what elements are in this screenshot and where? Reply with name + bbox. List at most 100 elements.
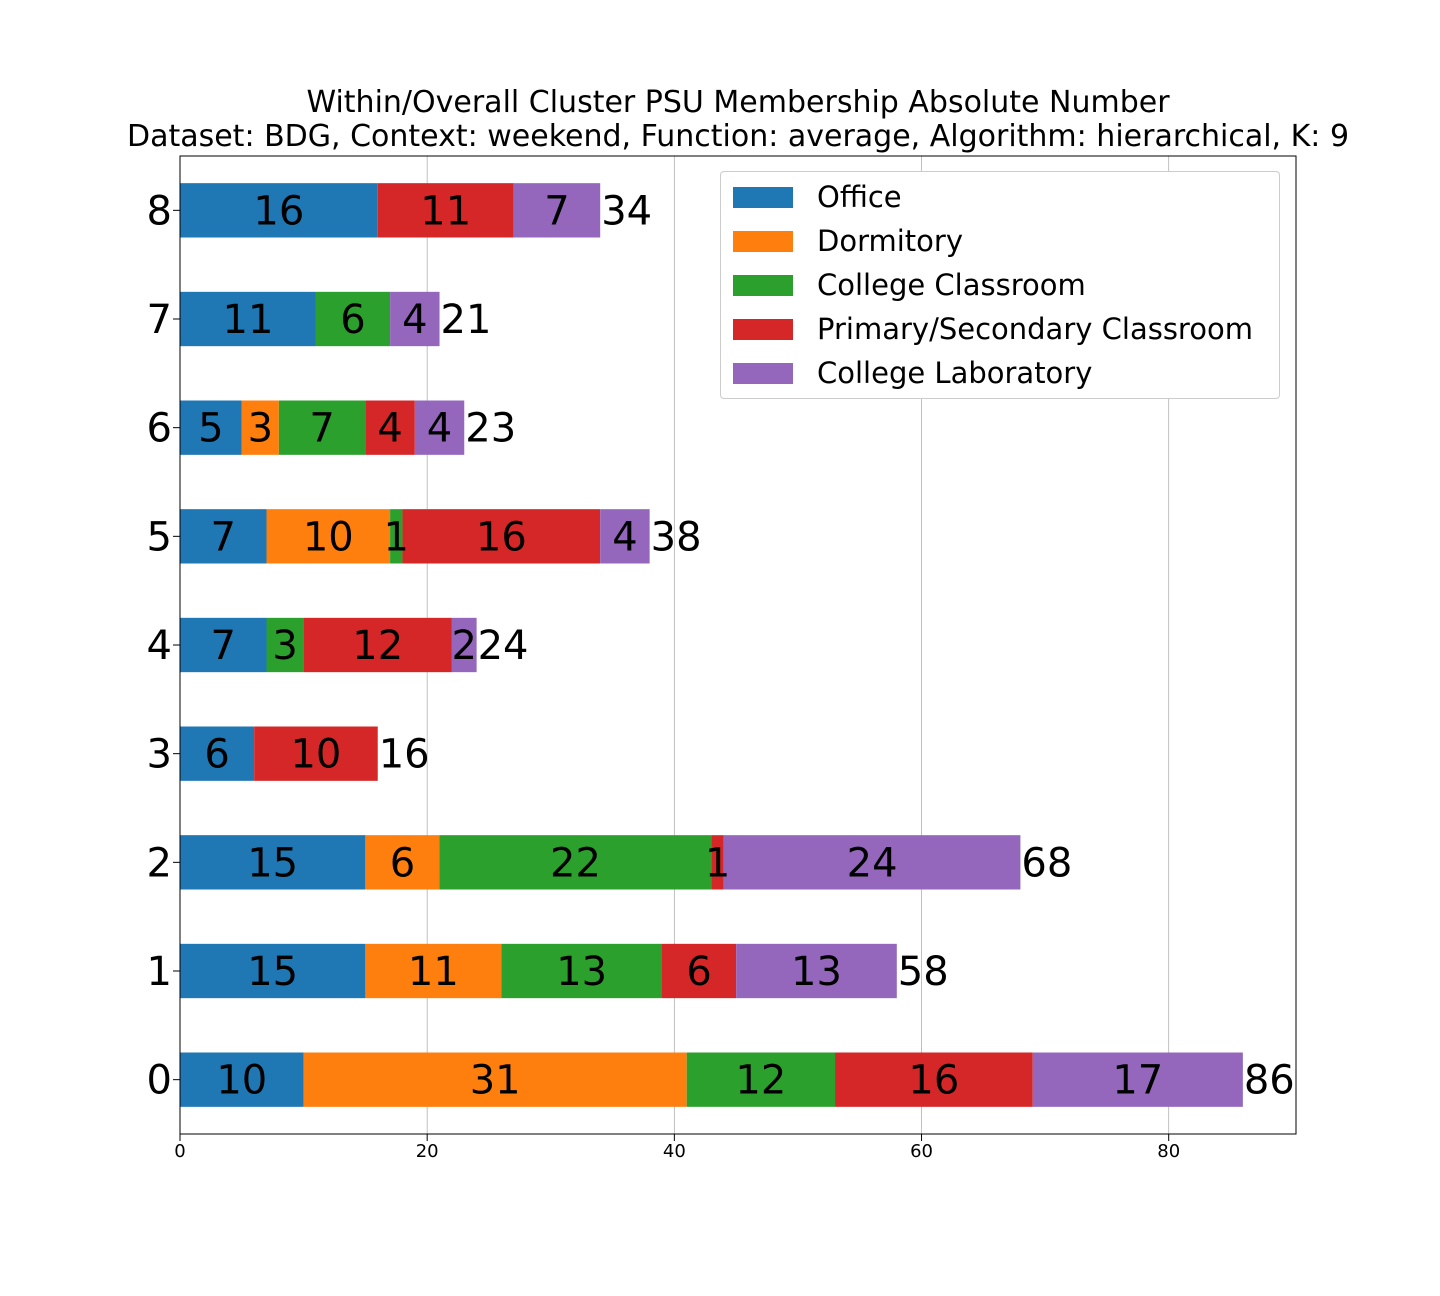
bar-segment xyxy=(723,835,1021,890)
segment-label: 15 xyxy=(247,949,298,995)
segment-label: 22 xyxy=(550,840,601,886)
bar-segment xyxy=(661,943,737,999)
x-axis-ticks: 0 20 40 60 80 xyxy=(174,1134,1180,1162)
segment-label: 3 xyxy=(272,623,297,669)
segment-label: 13 xyxy=(791,949,842,995)
x-tick-label: 80 xyxy=(1157,1141,1180,1162)
y-tick-label: 6 xyxy=(147,406,172,452)
bar-segment xyxy=(180,400,242,455)
y-axis-ticks: 0 1 2 3 4 5 6 7 8 xyxy=(147,188,180,1104)
bar-segment xyxy=(180,726,255,781)
segment-label: 10 xyxy=(303,514,354,560)
total-label: 38 xyxy=(651,514,702,560)
segment-label: 4 xyxy=(377,406,402,452)
y-tick-label: 8 xyxy=(147,188,172,234)
total-label: 58 xyxy=(898,949,949,995)
segment-label: 6 xyxy=(390,840,415,886)
bar-segment xyxy=(180,291,316,347)
legend-item: Office xyxy=(733,180,902,214)
bar-segment xyxy=(303,617,452,673)
x-tick-label: 40 xyxy=(663,1141,686,1162)
bar-segment xyxy=(451,617,477,673)
bar-segment xyxy=(180,835,366,890)
bar-segment xyxy=(180,509,267,564)
bar-segment xyxy=(365,400,415,455)
total-label: 68 xyxy=(1021,840,1072,886)
bar-segment xyxy=(1032,1052,1243,1107)
y-tick-label: 0 xyxy=(147,1058,172,1104)
bar-segment xyxy=(254,726,378,781)
bar-segment xyxy=(365,835,440,890)
segment-label: 3 xyxy=(248,406,273,452)
total-label: 86 xyxy=(1244,1058,1295,1104)
segment-label: 7 xyxy=(309,406,334,452)
segment-label: 12 xyxy=(352,623,403,669)
x-tick-label: 60 xyxy=(910,1141,933,1162)
bar-segment xyxy=(414,400,465,455)
legend-label: Office xyxy=(817,180,902,214)
segment-label: 11 xyxy=(408,949,459,995)
segment-label: 11 xyxy=(223,297,274,343)
bar-segment xyxy=(365,943,502,999)
bar-segment xyxy=(390,509,403,564)
bar-segment xyxy=(686,1052,836,1107)
segment-label: 16 xyxy=(476,514,527,560)
y-tick-label: 5 xyxy=(147,514,172,560)
bar-segment xyxy=(180,943,366,999)
segment-label: 10 xyxy=(290,732,341,778)
chart-title: Within/Overall Cluster PSU Membership Ab… xyxy=(306,85,1170,120)
segment-label: 6 xyxy=(340,297,365,343)
bar-segment xyxy=(278,400,366,455)
segment-label: 5 xyxy=(198,406,223,452)
legend-swatch xyxy=(733,362,793,384)
segment-label: 15 xyxy=(247,840,298,886)
bar-segment xyxy=(600,509,650,564)
y-tick-label: 7 xyxy=(147,297,172,343)
bar-segment xyxy=(303,1052,687,1107)
chart-subtitle: Dataset: BDG, Context: weekend, Function… xyxy=(126,119,1350,154)
bar-segment xyxy=(390,291,440,347)
bar-segment xyxy=(180,617,267,673)
total-label: 34 xyxy=(601,188,652,234)
segment-label: 4 xyxy=(427,406,452,452)
bar-segment xyxy=(736,943,897,999)
segment-label: 6 xyxy=(204,732,229,778)
legend-item: College Classroom xyxy=(733,268,1086,302)
bar-segment xyxy=(266,617,304,673)
segment-label: 13 xyxy=(556,949,607,995)
bar-segment xyxy=(241,400,279,455)
y-tick-label: 3 xyxy=(147,732,172,778)
total-label: 16 xyxy=(379,732,430,778)
legend-label: Dormitory xyxy=(817,224,963,258)
total-label: 24 xyxy=(478,623,529,669)
legend-item: Dormitory xyxy=(733,224,963,258)
bar-segment xyxy=(180,1052,304,1107)
segment-label: 10 xyxy=(216,1058,267,1104)
bar-segment xyxy=(180,183,378,238)
segment-label: 16 xyxy=(253,188,304,234)
segment-label: 24 xyxy=(847,840,898,886)
legend-label: Primary/Secondary Classroom xyxy=(817,312,1253,346)
legend: Office Dormitory College Classroom Primary/… xyxy=(720,171,1280,399)
segment-label: 2 xyxy=(452,623,477,669)
segment-label: 11 xyxy=(420,188,471,234)
legend-swatch xyxy=(733,230,793,252)
bar-segment xyxy=(501,943,662,999)
segment-label: 4 xyxy=(402,297,427,343)
legend-swatch xyxy=(733,318,793,340)
total-label: 23 xyxy=(465,406,516,452)
legend-swatch xyxy=(733,274,793,296)
x-tick-label: 20 xyxy=(416,1141,439,1162)
legend-item: College Laboratory xyxy=(733,356,1092,390)
segment-label: 31 xyxy=(470,1058,521,1104)
total-label: 21 xyxy=(441,297,492,343)
bar-segment xyxy=(835,1052,1033,1107)
legend-item: Primary/Secondary Classroom xyxy=(733,312,1253,346)
bar-segment xyxy=(377,183,514,238)
y-tick-label: 1 xyxy=(147,949,172,995)
bar-segment xyxy=(513,183,601,238)
legend-label: College Classroom xyxy=(817,268,1086,302)
segment-label: 4 xyxy=(612,514,637,560)
